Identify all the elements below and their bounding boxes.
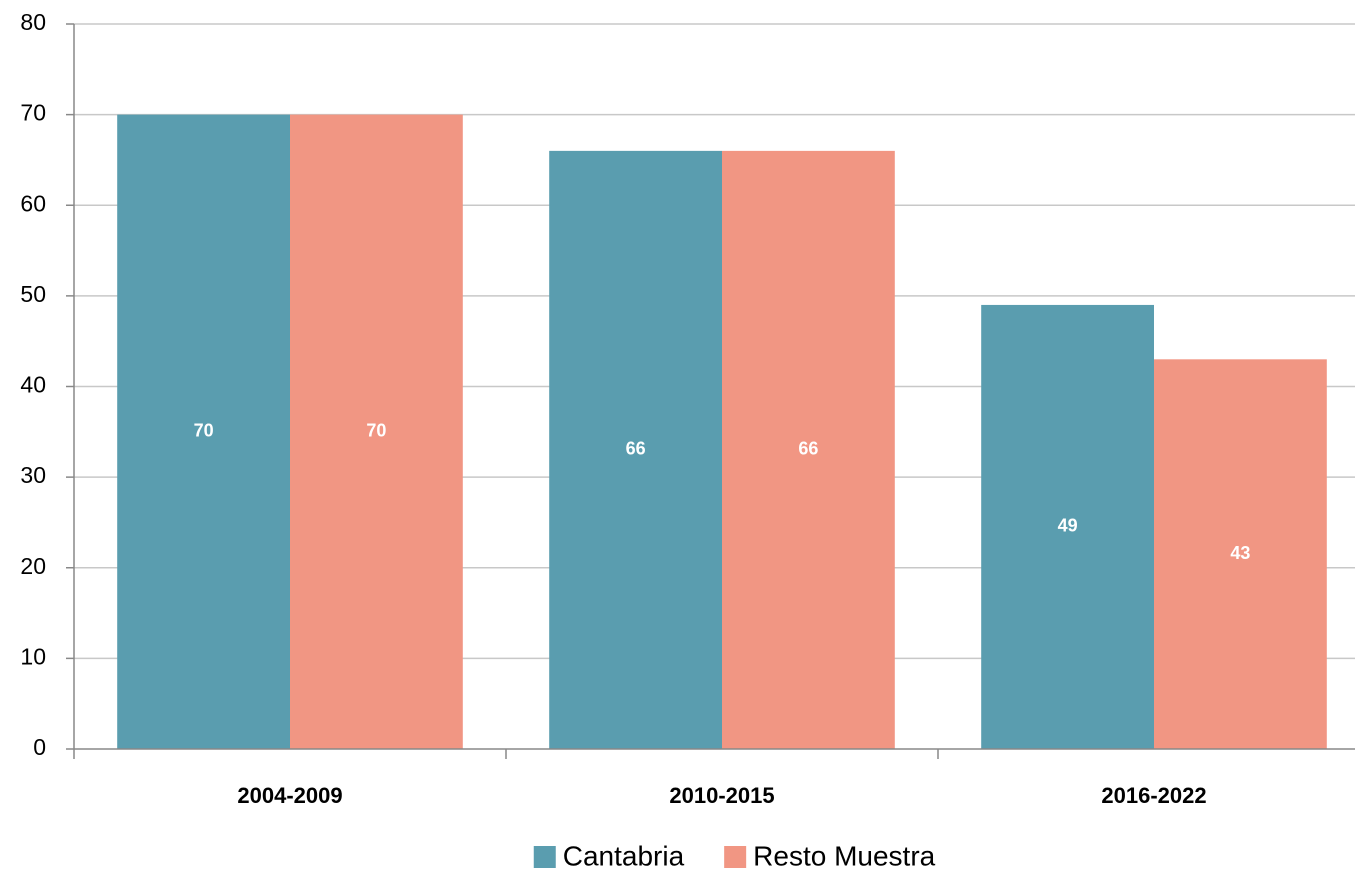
value-label: 66	[626, 439, 646, 459]
x-tick-label: 2004-2009	[237, 783, 342, 808]
bar	[722, 150, 895, 749]
legend-label: Cantabria	[563, 840, 685, 869]
legend-swatch	[724, 846, 747, 868]
x-tick-label: 2016-2022	[1101, 783, 1206, 808]
y-tick-label: 20	[20, 553, 46, 579]
bar	[1154, 359, 1327, 749]
y-tick-label: 0	[33, 734, 46, 760]
bar	[290, 114, 463, 749]
value-label: 70	[194, 421, 214, 441]
y-tick-label: 40	[20, 372, 46, 398]
y-tick-label: 10	[20, 643, 46, 669]
y-tick-label: 80	[20, 9, 46, 35]
bar	[117, 114, 290, 749]
legend-swatch	[533, 846, 556, 868]
bar	[549, 150, 722, 749]
x-tick-label: 2010-2015	[669, 783, 774, 808]
value-label: 49	[1058, 516, 1078, 536]
y-tick-label: 70	[20, 100, 46, 126]
y-tick-label: 30	[20, 462, 46, 488]
value-label: 66	[798, 439, 818, 459]
y-tick-label: 60	[20, 190, 46, 216]
value-label: 70	[366, 421, 386, 441]
y-tick-label: 50	[20, 281, 46, 307]
value-label: 43	[1230, 543, 1250, 563]
legend-label: Resto Muestra	[753, 840, 935, 869]
bar	[981, 304, 1154, 749]
